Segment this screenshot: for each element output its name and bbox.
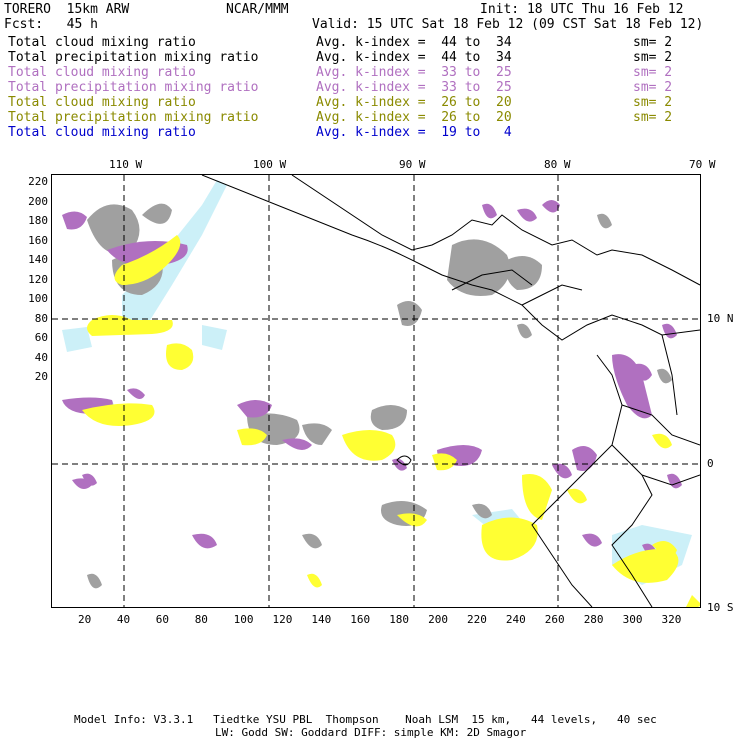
legend-field: Total cloud mixing ratio <box>8 125 196 140</box>
x-tick-label: 120 <box>272 613 293 626</box>
light-blue-cloud-layer <box>62 180 692 585</box>
lat-label-10n: 10 N <box>707 312 734 325</box>
y-tick-label: 80 <box>34 311 48 325</box>
map-panel <box>51 174 701 608</box>
x-tick-label: 60 <box>155 613 170 626</box>
x-tick-label: 20 <box>78 613 92 626</box>
lat-label-0: 0 <box>707 457 714 470</box>
y-tick-label: 120 <box>28 272 48 286</box>
lon-label-100w: 100 W <box>253 158 287 171</box>
lon-label-70w: 70 W <box>689 158 716 171</box>
organization-label: NCAR/MMM <box>226 2 289 17</box>
legend-stat: Avg. k-index = 26 to 20 <box>316 110 512 125</box>
legend-stat: Avg. k-index = 44 to 34 <box>316 35 512 50</box>
y-tick-label: 200 <box>28 194 48 208</box>
yellow-precip-layer <box>82 235 700 607</box>
legend-sm: sm= 2 <box>633 80 673 95</box>
legend-stat: Avg. k-index = 19 to 4 <box>316 125 512 140</box>
y-tick-label: 40 <box>34 350 48 364</box>
x-tick-label: 220 <box>467 613 487 626</box>
legend-field: Total precipitation mixing ratio <box>8 50 259 65</box>
legend-stat: Avg. k-index = 26 to 20 <box>316 95 512 110</box>
x-tick-label: 40 <box>116 613 131 626</box>
legend-sm: sm= 2 <box>633 110 673 125</box>
y-tick-label: 60 <box>34 331 48 344</box>
legend-stat: Avg. k-index = 33 to 25 <box>316 65 512 80</box>
y-tick-label: 180 <box>28 214 48 227</box>
footer-model-info: Model Info: V3.3.1 Tiedtke YSU PBL Thomp… <box>74 713 657 726</box>
valid-time: Valid: 15 UTC Sat 18 Feb 12 (09 CST Sat … <box>312 17 704 32</box>
model-title: TORERO 15km ARW <box>4 2 130 17</box>
map-canvas <box>52 175 700 607</box>
legend-sm: sm= 2 <box>633 65 673 80</box>
legend-sm: sm= 2 <box>633 35 673 50</box>
x-tick-label: 160 <box>350 613 371 626</box>
y-tick-label: 220 <box>28 175 48 188</box>
legend-field: Total precipitation mixing ratio <box>8 110 259 125</box>
x-tick-label: 320 <box>661 613 682 626</box>
forecast-hour: Fcst: 45 h <box>4 17 98 32</box>
lon-label-80w: 80 W <box>544 158 571 171</box>
footer-physics-info: LW: Godd SW: Goddard DIFF: simple KM: 2D… <box>215 726 527 739</box>
lon-label-110w: 110 W <box>109 158 143 171</box>
lon-label-90w: 90 W <box>399 158 426 171</box>
x-tick-label: 260 <box>544 613 565 626</box>
y-tick-label: 100 <box>28 292 48 305</box>
legend-stat: Avg. k-index = 33 to 25 <box>316 80 512 95</box>
graticule-layer <box>52 175 700 607</box>
legend-field: Total cloud mixing ratio <box>8 35 196 50</box>
x-tick-label: 180 <box>389 613 410 626</box>
legend-field: Total precipitation mixing ratio <box>8 80 259 95</box>
legend-field: Total cloud mixing ratio <box>8 95 196 110</box>
x-tick-label: 280 <box>583 613 604 626</box>
legend-field: Total cloud mixing ratio <box>8 65 196 80</box>
x-tick-label: 140 <box>311 613 332 626</box>
lat-label-10s: 10 S <box>707 601 734 614</box>
x-tick-label: 200 <box>428 613 448 626</box>
y-tick-label: 140 <box>28 253 48 266</box>
x-tick-label: 300 <box>622 613 643 626</box>
init-time: Init: 18 UTC Thu 16 Feb 12 <box>480 2 684 17</box>
x-tick-label: 100 <box>233 613 254 626</box>
y-tick-label: 160 <box>28 233 48 247</box>
coastline-layer <box>201 175 700 607</box>
x-tick-label: 240 <box>505 613 526 626</box>
x-tick-label: 80 <box>194 613 208 626</box>
y-tick-label: 20 <box>34 370 48 383</box>
legend-sm: sm= 2 <box>633 95 673 110</box>
legend-stat: Avg. k-index = 44 to 34 <box>316 50 512 65</box>
legend-sm: sm= 2 <box>633 50 673 65</box>
